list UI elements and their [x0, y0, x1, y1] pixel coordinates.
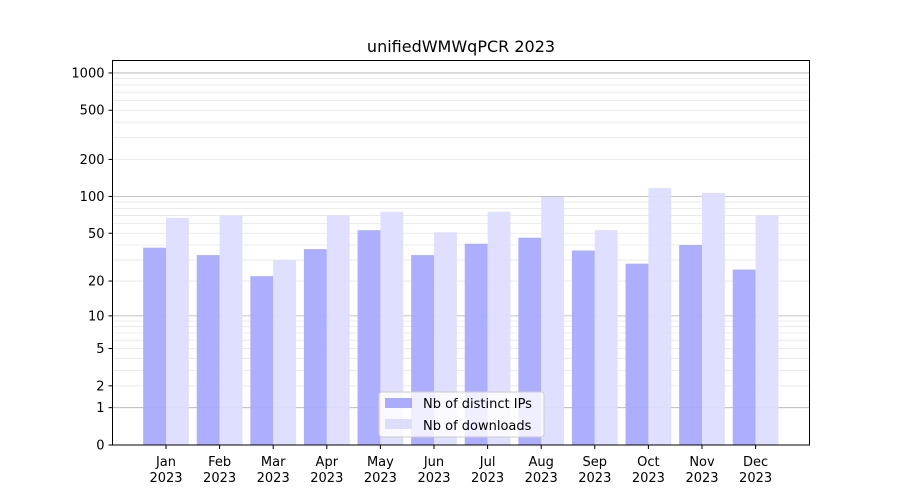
x-tick-label: 2023	[739, 471, 772, 486]
y-tick-label: 5	[96, 342, 104, 357]
x-tick-label: 2023	[685, 471, 718, 486]
y-tick-label: 0	[96, 439, 104, 454]
x-tick-label: 2023	[471, 471, 504, 486]
bar-distinct-ips	[143, 247, 166, 445]
bar-distinct-ips	[571, 250, 595, 445]
y-tick-label: 50	[88, 227, 105, 242]
x-tick-label: 2023	[149, 471, 182, 486]
x-tick-label: 2023	[632, 471, 665, 486]
y-tick-label: 1	[96, 401, 104, 416]
x-tick-label: 2023	[417, 471, 450, 486]
bars	[143, 188, 779, 446]
x-tick-label: Feb	[208, 455, 231, 470]
bar-downloads	[541, 197, 565, 445]
x-tick-label: Sep	[583, 455, 608, 470]
legend-label-downloads: Nb of downloads	[423, 419, 532, 434]
bar-downloads	[273, 260, 297, 445]
x-axis: Jan2023Feb2023Mar2023Apr2023May2023Jun20…	[149, 445, 772, 486]
bar-downloads	[166, 217, 189, 445]
x-tick-label: 2023	[203, 471, 236, 486]
bar-distinct-ips	[679, 245, 702, 445]
x-tick-label: Jul	[479, 455, 496, 470]
x-tick-label: Mar	[261, 455, 286, 470]
bar-downloads	[648, 188, 672, 446]
legend-swatch-ips	[385, 398, 412, 408]
legend: Nb of distinct IPs Nb of downloads	[378, 391, 545, 438]
y-tick-label: 20	[88, 275, 105, 290]
x-tick-label: Aug	[529, 455, 554, 470]
x-tick-label: 2023	[364, 471, 397, 486]
bar-downloads	[326, 215, 350, 445]
y-tick-label: 1000	[71, 66, 104, 81]
x-tick-label: Oct	[637, 455, 659, 470]
y-tick-label: 10	[88, 309, 105, 324]
bar-distinct-ips	[250, 276, 274, 445]
x-tick-label: Jan	[155, 455, 176, 470]
bar-distinct-ips	[196, 255, 220, 445]
bar-downloads	[755, 215, 779, 445]
chart-title: unifiedWMWqPCR 2023	[367, 37, 555, 56]
x-tick-label: Jun	[423, 455, 444, 470]
legend-label-ips: Nb of distinct IPs	[423, 397, 532, 412]
x-tick-label: 2023	[310, 471, 343, 486]
x-tick-label: Dec	[743, 455, 768, 470]
bar-downloads	[487, 211, 511, 445]
bar-downloads	[380, 211, 404, 445]
x-tick-label: May	[367, 455, 394, 470]
x-tick-label: 2023	[257, 471, 290, 486]
legend-swatch-downloads	[385, 419, 412, 429]
y-tick-label: 500	[80, 104, 105, 119]
y-tick-label: 200	[80, 153, 105, 168]
y-tick-label: 100	[80, 190, 105, 205]
x-tick-label: Nov	[689, 455, 715, 470]
bar-distinct-ips	[732, 269, 756, 445]
x-tick-label: 2023	[525, 471, 558, 486]
y-axis: 0 1 2 5 10 20 50 100 200 500 1000	[71, 66, 113, 454]
bar-downloads	[702, 192, 725, 445]
plot-frame	[112, 60, 810, 446]
x-tick-label: Apr	[316, 455, 339, 470]
bar-distinct-ips	[357, 230, 381, 445]
bar-downloads	[219, 215, 243, 445]
x-tick-label: 2023	[578, 471, 611, 486]
bar-downloads	[594, 230, 618, 445]
bar-distinct-ips	[625, 263, 649, 445]
y-tick-label: 2	[96, 379, 104, 394]
bar-distinct-ips	[303, 249, 327, 445]
